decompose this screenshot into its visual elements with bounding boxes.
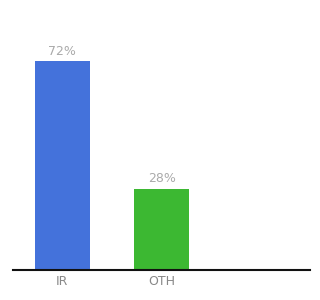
Text: 28%: 28%: [148, 172, 176, 185]
Bar: [35, 61, 90, 270]
Bar: [134, 189, 189, 270]
Text: 72%: 72%: [48, 45, 76, 58]
